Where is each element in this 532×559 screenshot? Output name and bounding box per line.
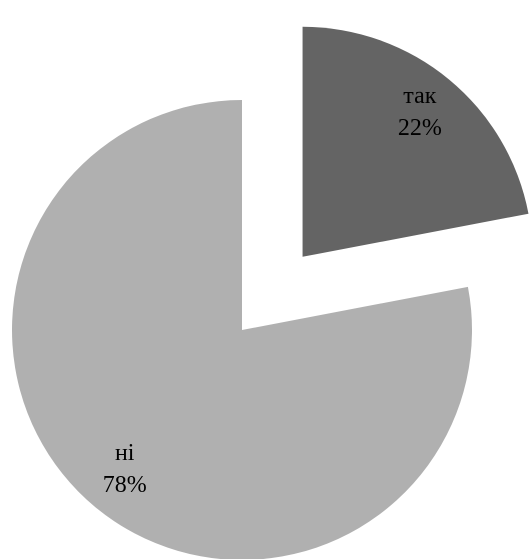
slice-label-2: ні 78% [103,440,147,498]
slice-percent-label: 78% [103,472,147,498]
slice-label-1: так 22% [398,83,442,141]
pie-slice-1 [302,26,529,257]
pie-labels: так 22% ні 78% [103,83,442,498]
slice-percent-label: 22% [398,115,442,141]
pie-slice-2 [12,100,472,559]
slice-category-label: ні [115,440,135,466]
pie-slices [12,26,529,559]
slice-category-label: так [403,83,436,109]
